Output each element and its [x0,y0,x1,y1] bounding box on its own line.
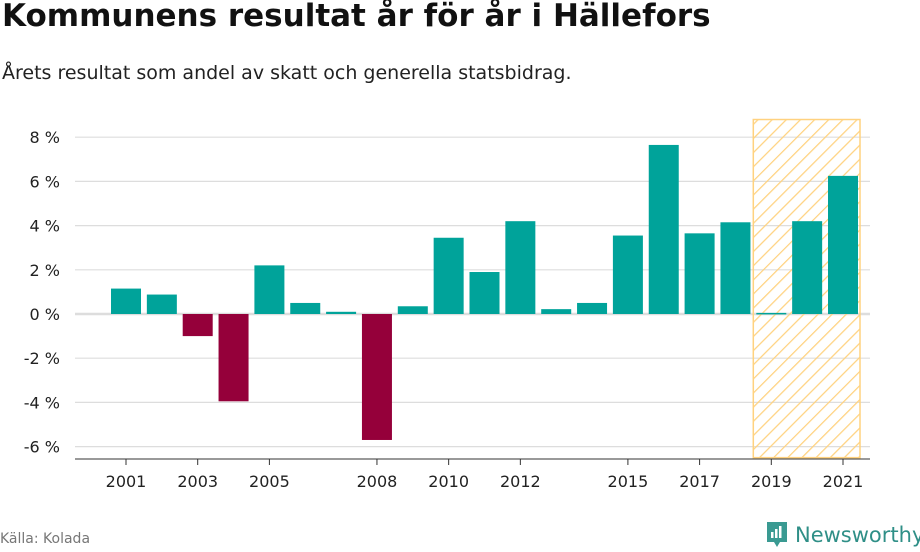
bar-2009 [397,306,428,314]
y-tick-label: 4 % [30,217,60,236]
bar-2002 [146,294,177,314]
bar-2019 [756,312,787,315]
x-tick-label: 2017 [679,472,720,491]
bar-2005 [254,265,285,314]
newsworthy-logo: Newsworthy [765,520,920,550]
y-tick-label: 0 % [30,305,60,324]
brand-name: Newsworthy [795,523,920,547]
y-tick-label: -4 % [24,393,60,412]
bar-2003 [182,314,213,337]
y-tick-label: 8 % [30,128,60,147]
x-tick-label: 2001 [106,472,147,491]
bar-2011 [469,272,500,314]
source-label: Källa: Kolada [0,531,91,547]
bar-chart-logo-icon [767,522,787,547]
chart-title: Kommunens resultat år för år i Hällefors [2,0,711,34]
x-tick-label: 2021 [823,472,864,491]
y-tick-label: 6 % [30,172,60,191]
bar-2020 [792,221,823,314]
y-tick-label: -6 % [24,438,60,457]
x-tick-label: 2015 [608,472,649,491]
x-tick-label: 2008 [357,472,398,491]
bar-2001 [111,288,141,314]
bar-2018 [720,222,751,314]
bar-2008 [361,314,392,440]
bar-2021 [828,175,858,314]
y-tick-label: -2 % [24,349,60,368]
bar-2014 [577,302,608,314]
x-tick-label: 2019 [751,472,792,491]
bar-2013 [541,309,572,314]
x-tick-label: 2012 [500,472,541,491]
x-tick-label: 2005 [249,472,290,491]
y-tick-label: 2 % [30,261,60,280]
bar-2006 [290,302,321,314]
bar-2017 [684,233,715,314]
bar-2012 [505,221,536,314]
bar-2015 [612,235,643,314]
bar-2016 [648,144,679,314]
bar-2004 [218,314,249,402]
bar-2007 [326,311,357,314]
chart-subtitle: Årets resultat som andel av skatt och ge… [2,62,572,84]
bar-2010 [433,237,464,314]
x-tick-label: 2010 [428,472,469,491]
x-tick-label: 2003 [177,472,218,491]
